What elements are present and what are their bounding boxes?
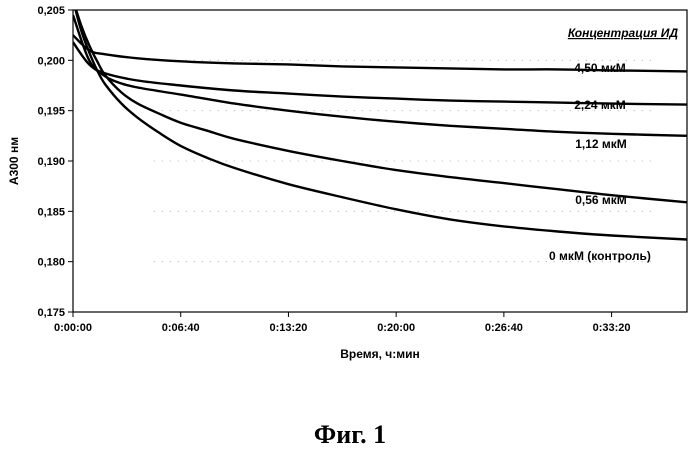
legend-title: Концентрация ИД bbox=[568, 26, 679, 40]
x-tick-label: 0:26:40 bbox=[485, 322, 523, 334]
x-axis-title: Время, ч:мин bbox=[340, 347, 420, 361]
x-tick-label: 0:20:00 bbox=[377, 322, 415, 334]
x-tick-label: 0:33:20 bbox=[593, 322, 631, 334]
y-tick-label: 0,180 bbox=[37, 257, 65, 269]
plot-area bbox=[73, 10, 687, 312]
figure-caption: Фиг. 1 bbox=[0, 420, 700, 450]
y-tick-label: 0,175 bbox=[37, 307, 65, 319]
y-axis-title: А300 нм bbox=[7, 137, 21, 185]
series-label: 2,24 мкМ bbox=[574, 98, 626, 112]
series-label: 1,12 мкМ bbox=[575, 137, 627, 151]
y-tick-label: 0,205 bbox=[37, 5, 65, 17]
y-tick-label: 0,195 bbox=[37, 106, 65, 118]
x-tick-label: 0:06:40 bbox=[162, 322, 200, 334]
series-label: 4,50 мкМ bbox=[574, 61, 626, 75]
series-label: 0,56 мкМ bbox=[575, 193, 627, 207]
x-tick-label: 0:00:00 bbox=[54, 322, 92, 334]
series-label: 0 мкМ (контроль) bbox=[549, 249, 651, 263]
y-axis: 0,175 0,180 0,185 0,190 0,195 0,200 0,205 bbox=[37, 5, 73, 319]
x-tick-label: 0:13:20 bbox=[269, 322, 307, 334]
y-tick-label: 0,185 bbox=[37, 206, 65, 218]
chart: 0,175 0,180 0,185 0,190 0,195 0,200 0,205 0:00… bbox=[0, 0, 700, 420]
y-tick-label: 0,190 bbox=[37, 156, 65, 168]
y-tick-label: 0,200 bbox=[37, 55, 65, 67]
x-axis: 0:00:00 0:06:40 0:13:20 0:20:00 0:26:40 0:33:… bbox=[54, 312, 631, 334]
